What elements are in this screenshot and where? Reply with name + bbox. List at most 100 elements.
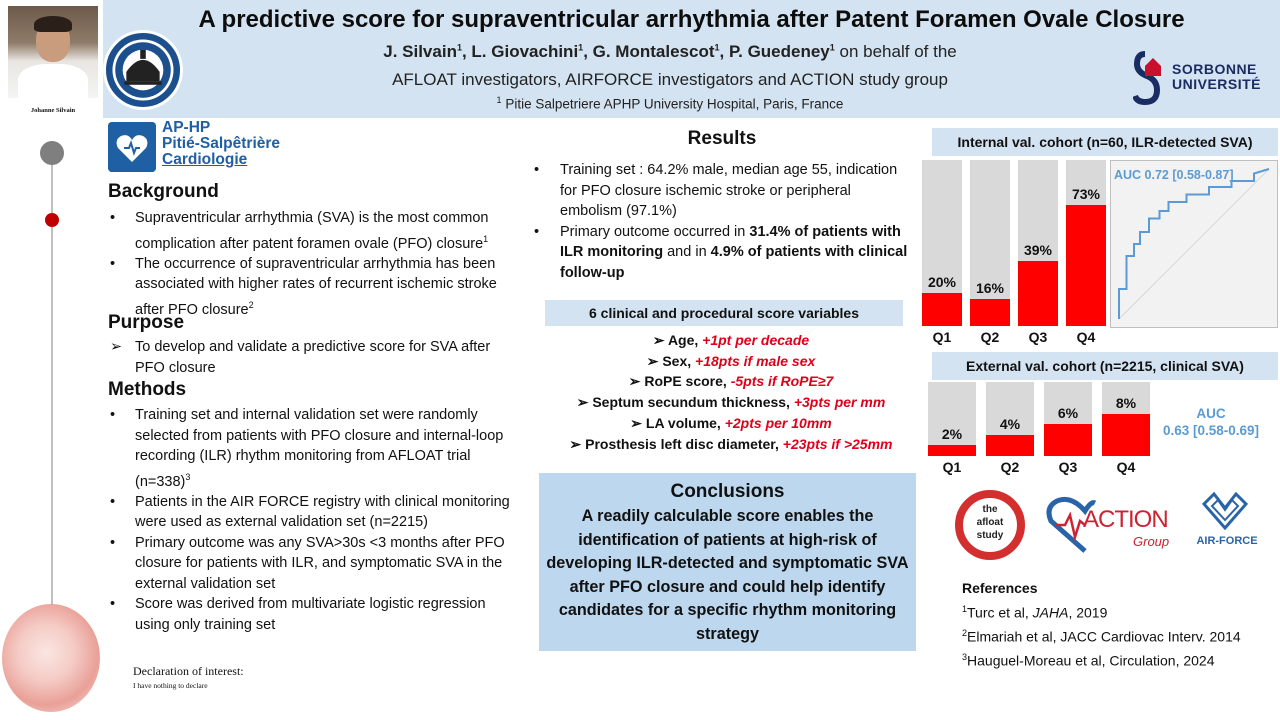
university-seal-icon [103,30,183,110]
results-heading: Results [687,128,757,149]
list-item: • Supraventricular arrhythmia (SVA) is th… [108,208,520,254]
chart-bar [1066,204,1106,326]
chart-data-label: 4% [999,415,1021,432]
chart-bar [922,292,962,326]
author-sep: , [719,42,729,61]
arrow-bullet-icon: ➢ [569,435,586,452]
author-name: P. Guedeney [728,42,830,61]
external-auc-label: AUC 0.63 [0.58-0.69] [1153,405,1269,439]
background-heading: Background [108,181,219,202]
score-variable-points: +18pts if male sex [695,352,816,369]
aphp-line1: AP-HP [162,119,211,136]
internal-chart-title: Internal val. cohort (n=60, ILR-detected… [932,128,1278,156]
score-variable-name: LA volume, [645,414,725,431]
aphp-logo-text: AP-HP Pitié-Salpêtrière Cardiologie [162,120,280,168]
score-variable-points: -5pts if RoPE≥7 [730,373,834,390]
author-sup: 1 [829,42,835,53]
arrow-bullet-icon: ➢ [630,414,646,431]
sorbonne-line2: UNIVERSITÉ [1172,76,1262,92]
score-variable-points: +2pts per 10mm [724,414,832,431]
references-list: 1Turc et al, JAHA, 2019 2Elmariah et al, … [962,599,1241,671]
score-variables-list: ➢ Age, +1pt per decade ➢ Sex, +18pts if m… [545,330,917,454]
reference-item: 1Turc et al, JAHA, 2019 [962,599,1241,623]
chart-bar [1018,261,1058,326]
afloat-line1: the [982,504,998,515]
list-item-sup: 2 [248,299,254,310]
chart-column-background [970,160,1010,326]
arrow-bullet-icon: ➢ [628,373,645,390]
list-item-sup: 3 [185,471,191,482]
decorative-globe [2,604,100,712]
chart-data-label: 2% [941,426,963,443]
airforce-wings-logo-icon [1201,491,1249,530]
list-item: • Score was derived from multivariate log… [108,594,520,635]
results-item2-b2: 4.9% of patients with clinical follow-up [560,244,908,281]
references-heading: References [962,580,1038,596]
chart-bar [986,434,1034,456]
chart-category-label: Q2 [1000,459,1020,475]
chart-category-label: Q4 [1076,329,1096,345]
aphp-line2: Pitié-Salpêtrière [162,135,281,152]
reference-year: , 2019 [1068,604,1108,621]
chart-bar [970,299,1010,326]
score-variable-item: ➢ LA volume, +2pts per 10mm [545,413,917,434]
author-sup: 1 [578,42,584,53]
arrow-bullet-icon: ➢ [646,352,663,369]
list-item: • Patients in the AIR FORCE registry with… [108,492,520,533]
author-name: J. Silvain [383,42,457,61]
arrow-bullet-icon: ➢ [652,332,668,348]
purpose-list: ➢ To develop and validate a predictive sc… [108,337,520,378]
list-item: • The occurrence of supraventricular arrh… [108,254,520,320]
chart-category-label: Q3 [1058,459,1078,475]
chart-data-label: 6% [1057,405,1079,422]
chart-data-label: 39% [1023,242,1053,259]
declaration-heading: Declaration of interest: [133,664,244,678]
list-item: • Primary outcome was any SVA>30s <3 mont… [108,533,520,595]
photo-caption: Johanne Silvain [30,107,76,114]
results-item1-text: Training set : 64.2% male, median age 55… [560,162,898,219]
conclusions-text: A readily calculable score enables the i… [546,507,909,643]
chart-category-label: Q2 [980,329,1000,345]
author-list: J. Silvain1, L. Giovachini1, G. Montales… [300,42,1040,62]
author-sep: , [461,42,472,61]
chart-category-label: Q1 [932,329,952,345]
results-item2-b1: 31.4% of patients with ILR monitoring [560,223,901,261]
list-item-text: Patients in the AIR FORCE registry with … [135,493,510,531]
score-variable-points: +3pts per mm [793,394,886,411]
bullet: • [534,223,540,240]
score-variable-name: RoPE score, [644,373,731,390]
chart-category-label: Q3 [1028,329,1048,345]
sorbonne-logo-text: SORBONNE UNIVERSITÉ [1172,62,1261,92]
arrow-bullet-icon: ➢ [110,339,123,355]
results-list: • Training set : 64.2% male, median age 5… [532,160,914,283]
airforce-logo-text: AIR-FORCE [1196,535,1258,547]
results-item2-pre: Primary outcome occurred in [560,223,750,240]
reference-sup: 2 [962,627,968,638]
bullet: • [110,596,116,613]
internal-auc-label: AUC 0.72 [0.58-0.87] [1114,168,1234,182]
timeline-dot-gray [40,141,64,165]
roc-curve-svg [1118,168,1270,320]
methods-heading: Methods [108,379,187,400]
arrow-bullet-icon: ➢ [576,394,593,411]
score-variable-item: ➢ Age, +1pt per decade [545,330,917,351]
header-band [103,0,1280,118]
roc-curve-panel [1110,160,1278,328]
reference-text: Elmariah et al, JACC Cardiovac Interv. 2… [967,628,1241,645]
list-item-text: Training set and internal validation set… [135,407,504,490]
poster-title: A predictive score for supraventricular … [198,6,1185,33]
chart-data-label: 8% [1115,394,1137,411]
list-item-text: To develop and validate a predictive sco… [135,339,491,376]
list-item-text: Supraventricular arrhythmia (SVA) is the… [135,210,489,252]
reference-journal: JAHA [1032,604,1069,621]
timeline-dot-red [45,213,59,227]
purpose-heading: Purpose [108,312,185,333]
reference-item: 2Elmariah et al, JACC Cardiovac Interv. … [962,623,1241,647]
score-variable-points: +23pts if >25mm [782,435,893,452]
timeline-line [51,165,53,605]
sorbonne-logo-icon [1133,51,1161,106]
list-item-sup: 1 [483,233,489,244]
heart-logo-icon [108,122,156,172]
external-chart-title: External val. cohort (n=2215, clinical S… [932,352,1278,380]
affiliation: 1 Pitie Salpetriere APHP University Hosp… [300,95,1040,112]
